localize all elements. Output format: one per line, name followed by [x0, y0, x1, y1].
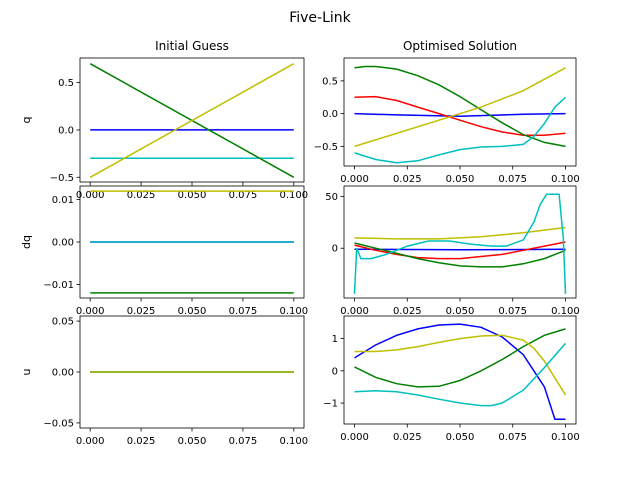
y-tick-label-0-1: 0.0	[58, 125, 74, 136]
series-line-5-3	[354, 342, 567, 407]
series-line-3-0	[354, 248, 566, 251]
subplot-1: 0.000 0.025 0.050 0.075 0.100 −0.5 0.0 0.5 Optim…	[314, 39, 580, 185]
figure-title: Five-Link	[289, 10, 351, 26]
x-tick-label-2-1: 0.025	[127, 306, 156, 317]
subplot-2: 0.000 0.025 0.050 0.075 0.100 −0.01 0.00 0.01 dq	[20, 185, 308, 317]
x-tick-label-2-3: 0.075	[229, 306, 258, 317]
subplot-title-0: Initial Guess	[155, 39, 229, 53]
y-tick-label-4-0: −0.05	[43, 418, 74, 429]
x-tick-label-2-0: 0.000	[76, 306, 105, 317]
x-tick-label-1-4: 0.100	[551, 174, 580, 185]
y-tick-label-5-2: 1	[332, 334, 338, 345]
series-line-0-3	[89, 63, 295, 178]
y-axis-label-0: q	[20, 117, 33, 124]
series-line-1-1	[354, 95, 566, 136]
y-tick-label-2-0: −0.01	[43, 280, 74, 291]
y-tick-label-5-1: 0	[332, 366, 338, 377]
x-tick-label-3-4: 0.100	[551, 306, 580, 317]
y-tick-label-2-1: 0.00	[52, 238, 74, 249]
y-tick-label-1-2: 0.5	[322, 76, 338, 87]
x-tick-label-0-1: 0.025	[127, 190, 156, 201]
y-tick-label-4-2: 0.05	[52, 317, 74, 328]
y-tick-label-2-2: 0.01	[52, 195, 74, 206]
series-line-1-4	[354, 96, 567, 164]
x-tick-label-4-4: 0.100	[279, 436, 308, 447]
series-line-3-4	[353, 193, 567, 294]
x-tick-label-3-3: 0.075	[498, 306, 527, 317]
x-tick-label-0-3: 0.075	[229, 190, 258, 201]
series-line-1-2	[354, 65, 566, 148]
x-tick-label-1-1: 0.025	[393, 174, 422, 185]
y-axis-label-2: dq	[20, 235, 33, 249]
y-tick-label-5-0: −1	[323, 399, 338, 410]
y-axis-label-4: u	[20, 369, 33, 376]
series-line-5-2	[354, 334, 567, 396]
series-line-5-1	[354, 328, 566, 388]
subplot-0: 0.000 0.025 0.050 0.075 0.100 −0.5 0.0 0.5 Initi…	[20, 39, 308, 201]
x-tick-label-3-1: 0.025	[393, 306, 422, 317]
subplot-5: 0.000 0.025 0.050 0.075 0.100 −1 0 1	[323, 315, 580, 443]
series-line-1-0	[354, 112, 566, 118]
y-tick-label-4-1: 0.00	[52, 368, 74, 379]
subplot-3: 0.000 0.025 0.050 0.075 0.100 0 50	[325, 185, 580, 317]
x-tick-label-5-4: 0.100	[551, 432, 580, 443]
subplot-grid: 0.000 0.025 0.050 0.075 0.100−0.50.00.5Initi…	[20, 39, 580, 447]
series-line-1-3	[354, 67, 566, 148]
y-tick-label-1-0: −0.5	[314, 142, 338, 153]
x-tick-label-4-1: 0.025	[127, 436, 156, 447]
y-tick-label-1-1: 0.0	[322, 109, 338, 120]
series-line-3-3	[354, 226, 566, 240]
y-tick-label-3-1: 50	[325, 192, 338, 203]
x-tick-label-0-0: 0.000	[76, 190, 105, 201]
series-line-3-2	[354, 242, 566, 268]
subplot-title-1: Optimised Solution	[403, 39, 517, 53]
x-tick-label-5-3: 0.075	[498, 432, 527, 443]
x-tick-label-4-0: 0.000	[76, 436, 105, 447]
x-tick-label-5-2: 0.050	[446, 432, 475, 443]
x-tick-label-5-1: 0.025	[393, 432, 422, 443]
x-tick-label-5-0: 0.000	[340, 432, 369, 443]
x-tick-label-0-2: 0.050	[178, 190, 207, 201]
y-tick-label-0-0: −0.5	[50, 173, 74, 184]
series-line-5-0	[354, 323, 566, 420]
x-tick-label-1-0: 0.000	[340, 174, 369, 185]
x-tick-label-4-3: 0.075	[229, 436, 258, 447]
y-tick-label-3-0: 0	[332, 244, 338, 255]
x-tick-label-2-2: 0.050	[178, 306, 207, 317]
x-tick-label-2-4: 0.100	[279, 306, 308, 317]
y-tick-label-0-2: 0.5	[58, 78, 74, 89]
x-tick-label-1-2: 0.050	[446, 174, 475, 185]
x-tick-label-1-3: 0.075	[498, 174, 527, 185]
x-tick-label-3-2: 0.050	[446, 306, 475, 317]
subplot-4: 0.000 0.025 0.050 0.075 0.100 −0.05 0.00 0.05 u	[20, 315, 308, 447]
x-tick-label-3-0: 0.000	[340, 306, 369, 317]
x-tick-label-0-4: 0.100	[279, 190, 308, 201]
x-tick-label-4-2: 0.050	[178, 436, 207, 447]
